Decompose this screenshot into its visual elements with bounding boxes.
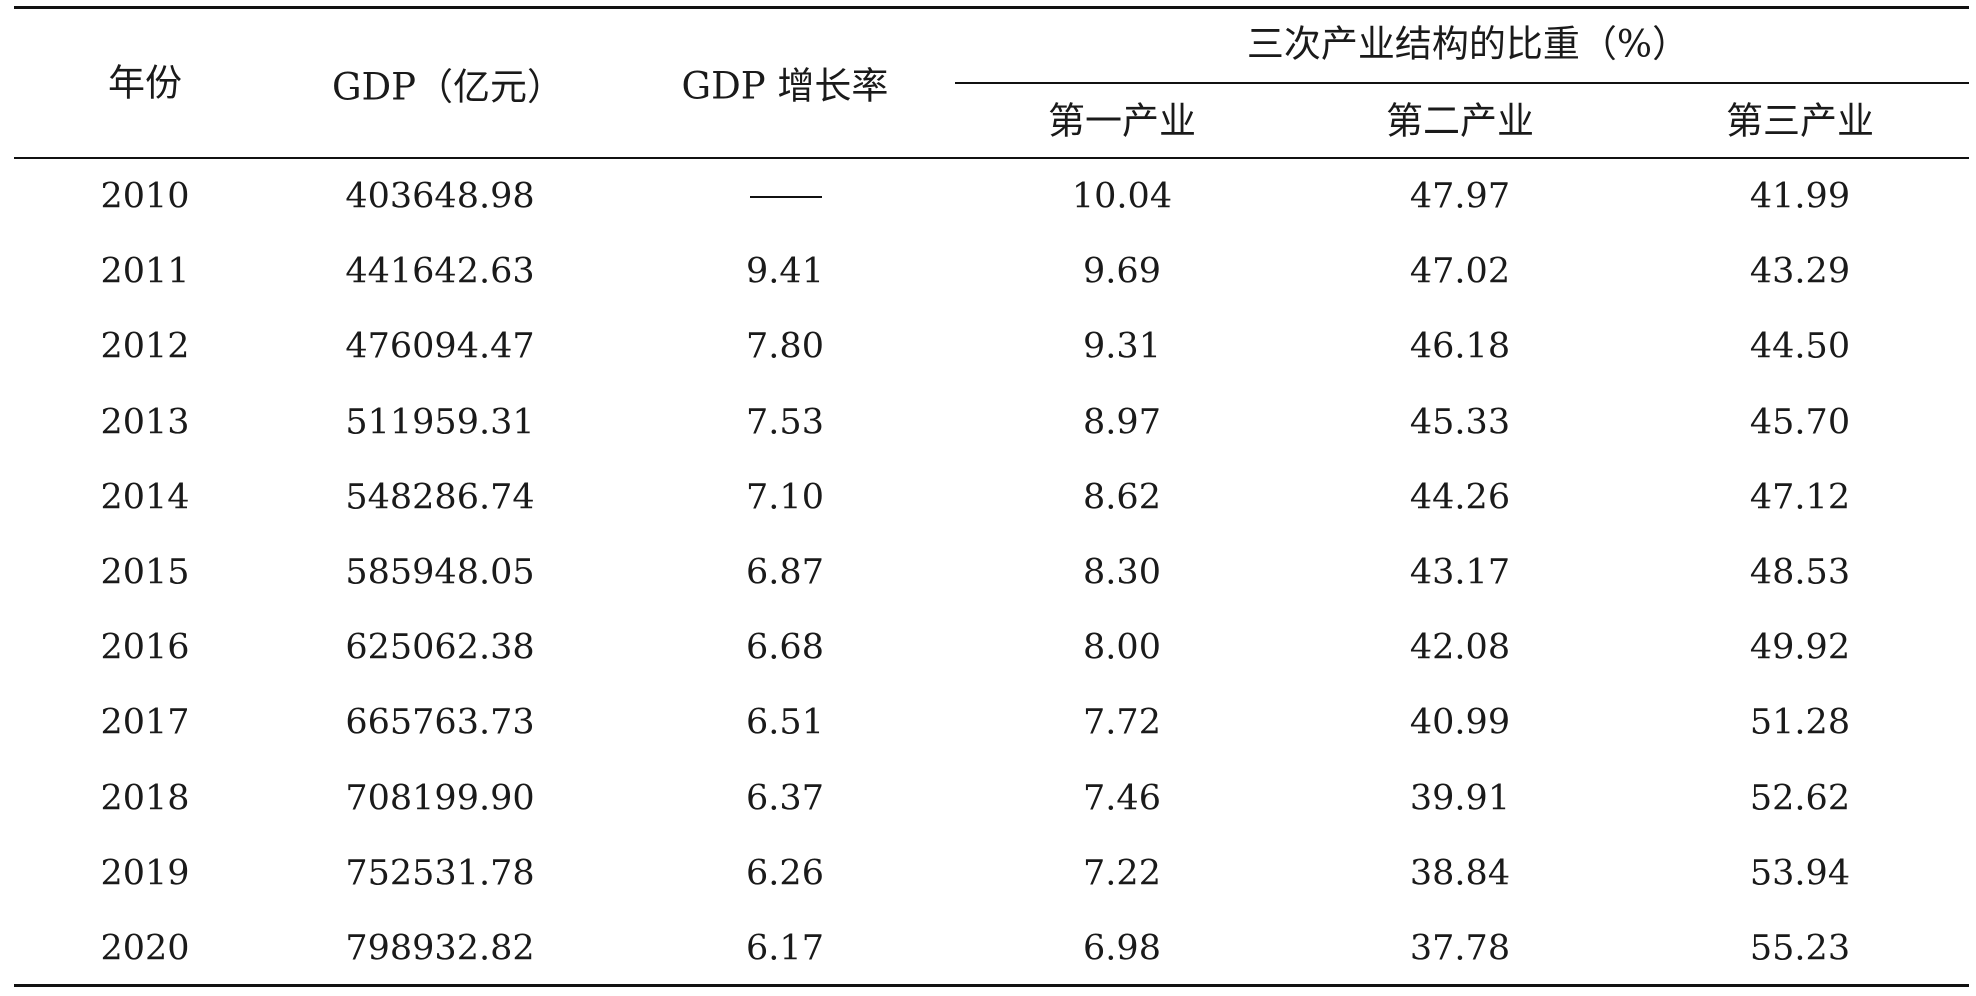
cell-gdp: 403648.98 xyxy=(345,176,535,217)
cell-primary: 9.31 xyxy=(1083,326,1161,367)
cell-gdp-growth: 7.80 xyxy=(746,326,824,367)
cell-primary: 8.00 xyxy=(1083,627,1161,668)
cell-gdp-growth: 6.51 xyxy=(746,702,824,743)
cell-tertiary: 51.28 xyxy=(1749,702,1851,743)
cell-secondary: 39.91 xyxy=(1409,778,1511,819)
cell-gdp-growth: 6.26 xyxy=(746,853,824,894)
cell-primary: 7.72 xyxy=(1083,702,1161,743)
header-gdp: GDP（亿元） xyxy=(331,65,565,109)
cell-secondary: 42.08 xyxy=(1409,627,1511,668)
cell-tertiary: 55.23 xyxy=(1749,928,1851,969)
cell-secondary: 45.33 xyxy=(1409,402,1511,443)
cell-gdp-growth: 6.37 xyxy=(746,778,824,819)
cell-gdp: 798932.82 xyxy=(345,928,535,969)
group-header-rule xyxy=(955,82,1969,84)
cell-tertiary: 53.94 xyxy=(1749,853,1851,894)
cell-tertiary: 48.53 xyxy=(1749,552,1851,593)
header-year: 年份 xyxy=(108,61,182,105)
cell-primary: 7.22 xyxy=(1083,853,1161,894)
cell-tertiary: 52.62 xyxy=(1749,778,1851,819)
cell-year: 2017 xyxy=(100,702,190,743)
cell-primary: 8.62 xyxy=(1083,477,1161,518)
cell-year: 2013 xyxy=(100,402,190,443)
cell-year: 2015 xyxy=(100,552,190,593)
header-tertiary-industry: 第三产业 xyxy=(1726,99,1874,143)
cell-tertiary: 43.29 xyxy=(1749,251,1851,292)
cell-year: 2011 xyxy=(100,251,190,292)
cell-primary: 8.97 xyxy=(1083,402,1161,443)
cell-gdp: 511959.31 xyxy=(345,402,535,443)
top-rule xyxy=(14,6,1969,9)
cell-secondary: 44.26 xyxy=(1409,477,1511,518)
cell-gdp-growth: 7.10 xyxy=(746,477,824,518)
cell-primary: 9.69 xyxy=(1083,251,1161,292)
cell-gdp: 752531.78 xyxy=(345,853,535,894)
cell-secondary: 40.99 xyxy=(1409,702,1511,743)
cell-gdp-growth: 6.68 xyxy=(746,627,824,668)
cell-gdp-growth: 7.53 xyxy=(746,402,824,443)
cell-year: 2018 xyxy=(100,778,190,819)
cell-tertiary: 47.12 xyxy=(1749,477,1851,518)
header-primary-industry: 第一产业 xyxy=(1048,99,1196,143)
empty-growth-dash xyxy=(750,196,822,198)
header-gdp-growth: GDP 增长率 xyxy=(681,64,889,108)
cell-secondary: 46.18 xyxy=(1409,326,1511,367)
cell-primary: 7.46 xyxy=(1083,778,1161,819)
header-rule xyxy=(14,157,1969,159)
cell-gdp: 625062.38 xyxy=(345,627,535,668)
cell-primary: 6.98 xyxy=(1083,928,1161,969)
cell-tertiary: 49.92 xyxy=(1749,627,1851,668)
cell-gdp-growth: 9.41 xyxy=(746,251,824,292)
header-secondary-industry: 第二产业 xyxy=(1386,99,1534,143)
cell-year: 2016 xyxy=(100,627,190,668)
cell-primary: 10.04 xyxy=(1071,176,1173,217)
cell-tertiary: 44.50 xyxy=(1749,326,1851,367)
cell-gdp: 585948.05 xyxy=(345,552,535,593)
cell-year: 2020 xyxy=(100,928,190,969)
cell-year: 2019 xyxy=(100,853,190,894)
cell-gdp: 441642.63 xyxy=(345,251,535,292)
cell-gdp: 665763.73 xyxy=(345,702,535,743)
cell-tertiary: 41.99 xyxy=(1749,176,1851,217)
cell-gdp: 708199.90 xyxy=(345,778,535,819)
cell-secondary: 38.84 xyxy=(1409,853,1511,894)
cell-gdp-growth: 6.17 xyxy=(746,928,824,969)
cell-secondary: 47.97 xyxy=(1409,176,1511,217)
cell-year: 2014 xyxy=(100,477,190,518)
cell-secondary: 43.17 xyxy=(1409,552,1511,593)
cell-year: 2012 xyxy=(100,326,190,367)
cell-secondary: 37.78 xyxy=(1409,928,1511,969)
cell-year: 2010 xyxy=(100,176,190,217)
cell-secondary: 47.02 xyxy=(1409,251,1511,292)
cell-gdp: 548286.74 xyxy=(345,477,535,518)
cell-gdp: 476094.47 xyxy=(345,326,535,367)
cell-gdp-growth: 6.87 xyxy=(746,552,824,593)
cell-primary: 8.30 xyxy=(1083,552,1161,593)
header-industry-structure: 三次产业结构的比重（%） xyxy=(1246,22,1690,66)
cell-tertiary: 45.70 xyxy=(1749,402,1851,443)
bottom-rule xyxy=(14,984,1969,987)
